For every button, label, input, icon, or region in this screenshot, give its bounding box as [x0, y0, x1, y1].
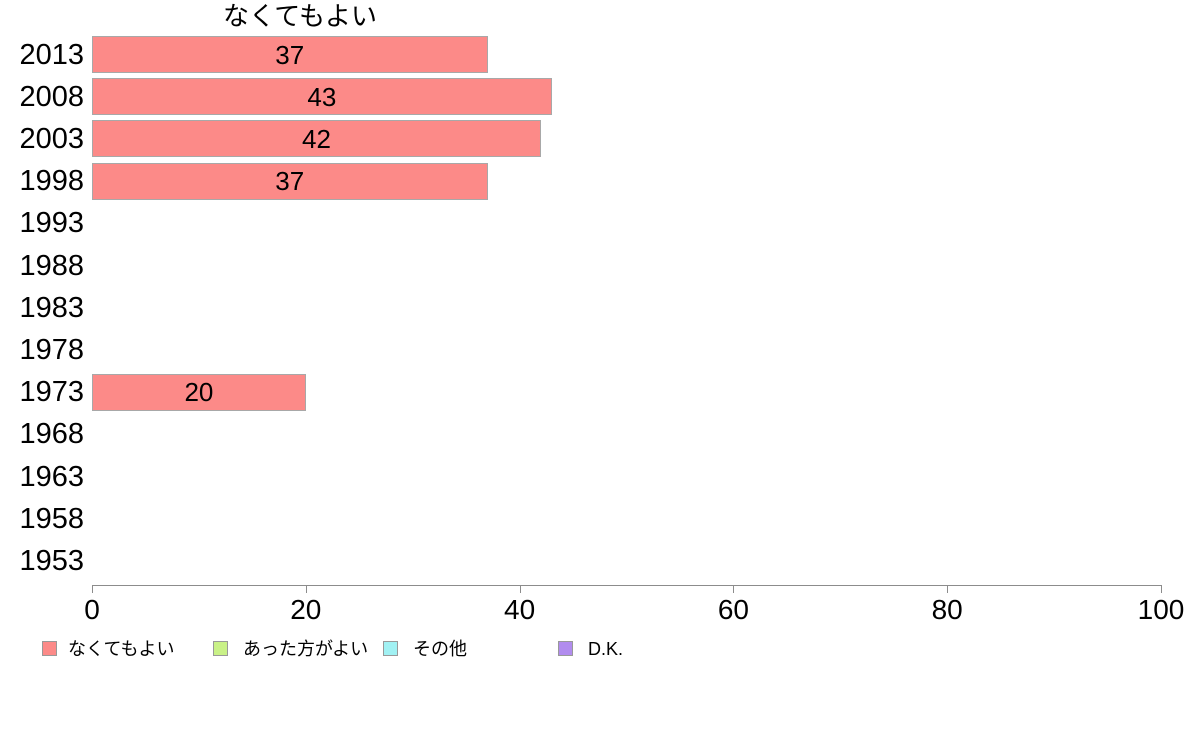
bar-2008: 43: [92, 78, 552, 116]
x-axis-line: [92, 585, 1162, 586]
bar-1973: 20: [92, 373, 306, 411]
x-tick-label: 100: [1137, 594, 1185, 625]
y-axis-label-1973: 1973: [19, 376, 84, 409]
x-tick-mark: [1161, 585, 1162, 593]
legend-label-4: D.K.: [588, 639, 624, 659]
x-tick-mark: [947, 585, 949, 593]
y-axis-label-2008: 2008: [19, 80, 84, 113]
bar-2003: 42: [92, 120, 541, 158]
y-axis-label-1983: 1983: [19, 291, 84, 324]
y-axis-label-1978: 1978: [19, 333, 84, 366]
bar-2013: 37: [92, 36, 488, 73]
y-axis-label-1963: 1963: [19, 460, 84, 493]
bar-value-label: 37: [275, 166, 305, 197]
y-axis-label-1968: 1968: [19, 418, 84, 451]
bar-value-label: 37: [275, 39, 305, 70]
bar-value-label: 42: [302, 123, 331, 154]
legend-label-1: なくてもよい: [68, 639, 175, 659]
y-axis-label-1988: 1988: [19, 249, 84, 282]
x-tick-label: 80: [931, 594, 963, 625]
x-tick-label: 20: [290, 594, 322, 625]
legend-swatch-1: [42, 641, 57, 656]
legend-swatch-3: [383, 641, 398, 656]
x-tick-label: 60: [717, 594, 749, 625]
y-axis-label-2003: 2003: [19, 122, 84, 155]
x-tick-label: 0: [84, 594, 100, 625]
bar-1998: 37: [92, 162, 488, 200]
y-axis-label-1993: 1993: [19, 207, 84, 240]
x-tick-mark: [519, 585, 521, 593]
bar-value-label: 43: [307, 81, 337, 112]
x-tick-mark: [305, 585, 307, 593]
x-tick-label: 40: [504, 594, 536, 625]
x-tick-mark: [92, 585, 93, 593]
legend-swatch-4: [558, 641, 573, 656]
y-axis-label-1953: 1953: [19, 544, 84, 577]
chart-title: なくてもよい: [223, 1, 377, 31]
legend-label-3: その他: [413, 639, 467, 659]
y-axis-label-1998: 1998: [19, 165, 84, 198]
y-axis-label-2013: 2013: [19, 38, 84, 71]
x-tick-mark: [733, 585, 735, 593]
y-axis-label-1958: 1958: [19, 502, 84, 535]
legend-swatch-2: [213, 641, 228, 656]
bar-value-label: 20: [184, 377, 214, 408]
legend-label-2: あった方がよい: [243, 639, 369, 659]
